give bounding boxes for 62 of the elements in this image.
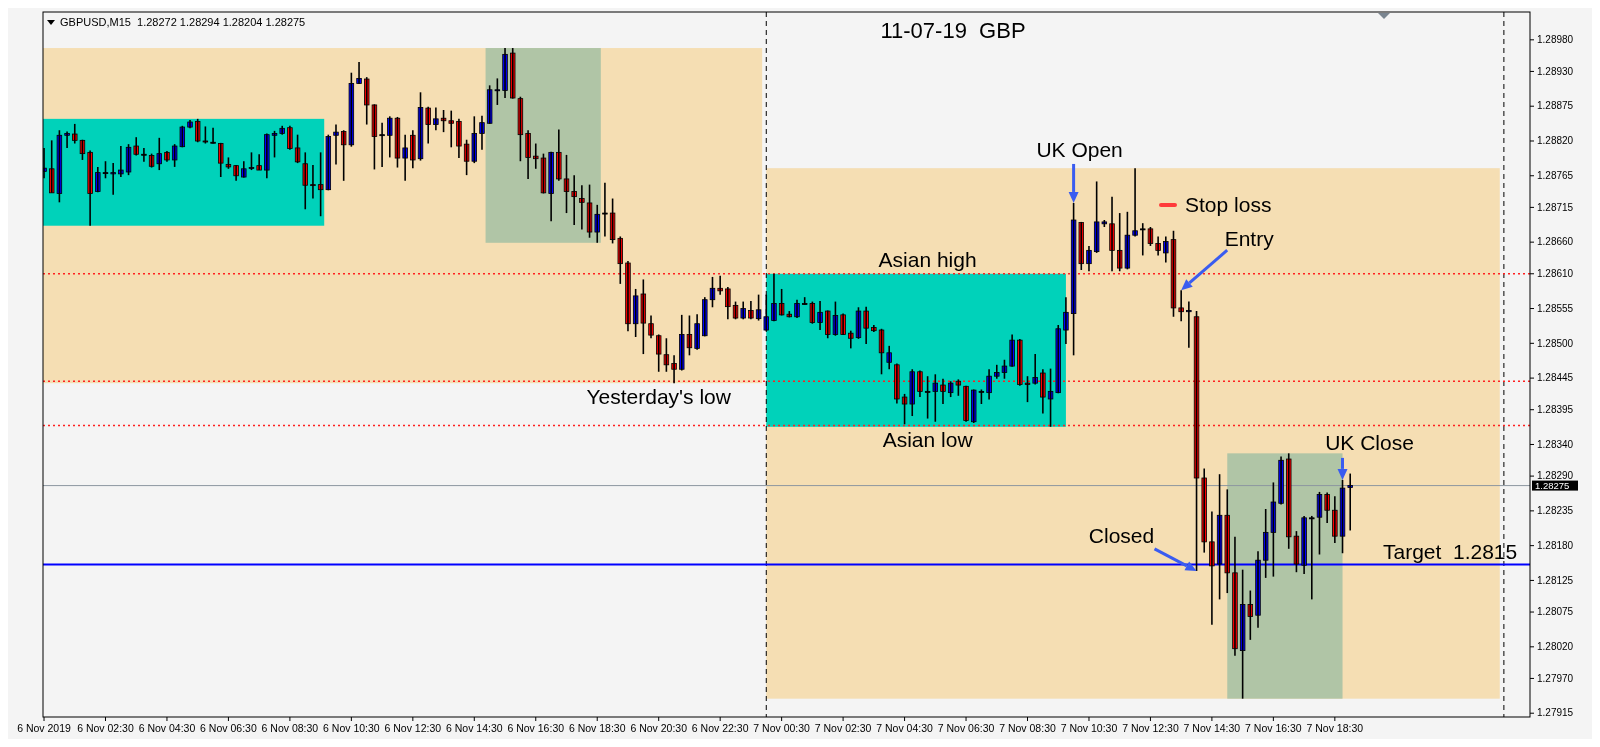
x-tick-label: 6 Nov 08:30 (261, 722, 319, 734)
annotation: Stop loss (1185, 193, 1272, 217)
x-tick-label: 6 Nov 2019 (17, 722, 72, 734)
y-tick-label: 1.28395 (1537, 403, 1574, 415)
y-tick-label: 1.28715 (1537, 201, 1574, 213)
annotation: Target 1.2815 (1382, 539, 1518, 563)
y-tick-label: 1.28290 (1537, 470, 1574, 482)
x-tick-label: 6 Nov 22:30 (691, 722, 749, 734)
annotation: Closed (1088, 524, 1155, 548)
y-tick-label: 1.28820 (1537, 135, 1574, 147)
y-tick-label: 1.28980 (1537, 34, 1574, 46)
y-tick-label: 1.28765 (1537, 169, 1574, 181)
x-tick-label: 6 Nov 06:30 (200, 722, 257, 734)
y-tick-label: 1.28660 (1537, 236, 1574, 248)
x-tick-label: 7 Nov 04:30 (876, 722, 934, 734)
y-tick-label: 1.28555 (1537, 302, 1574, 314)
y-tick-label: 1.28445 (1537, 372, 1574, 384)
y-tick-label: 1.28235 (1537, 505, 1574, 517)
x-tick-label: 6 Nov 04:30 (138, 722, 196, 734)
annotation: UK Open (1036, 138, 1123, 162)
x-tick-label: 6 Nov 02:30 (77, 722, 134, 734)
y-tick-label: 1.27915 (1537, 707, 1574, 719)
candlestick (333, 123, 339, 166)
y-tick-label: 1.28075 (1537, 606, 1574, 618)
x-tick-label: 7 Nov 02:30 (814, 722, 872, 734)
annotation: UK Close (1325, 431, 1414, 455)
x-tick-label: 6 Nov 12:30 (384, 722, 442, 734)
x-tick-label: 6 Nov 18:30 (568, 722, 626, 734)
x-tick-label: 6 Nov 10:30 (323, 722, 380, 734)
candlestick (256, 153, 262, 171)
candlestick (187, 119, 193, 130)
y-tick-label: 1.28020 (1537, 641, 1574, 653)
x-tick-label: 7 Nov 00:30 (753, 722, 811, 734)
annotation: Yesterday's low (586, 384, 732, 408)
chart-subtitle: GBPUSD,M15 1.28272 1.28294 1.28204 1.28275 (60, 16, 306, 28)
candlestick (294, 133, 301, 164)
y-tick-label: 1.28180 (1537, 539, 1574, 551)
x-tick-label: 7 Nov 12:30 (1122, 722, 1179, 734)
x-tick-label: 6 Nov 16:30 (507, 722, 565, 734)
x-tick-label: 7 Nov 18:30 (1306, 722, 1364, 734)
chart-title: 11-07-19 GBP (880, 18, 1026, 43)
y-tick-label: 1.28500 (1537, 337, 1574, 349)
y-tick-label: 1.28875 (1537, 100, 1574, 112)
x-tick-label: 7 Nov 08:30 (999, 722, 1056, 734)
y-tick-label: 1.28930 (1537, 65, 1574, 77)
annotation: Asian low (882, 427, 974, 451)
x-tick-label: 7 Nov 10:30 (1060, 722, 1118, 734)
y-tick-label: 1.28125 (1537, 574, 1574, 586)
x-tick-label: 6 Nov 20:30 (630, 722, 688, 734)
x-tick-label: 7 Nov 06:30 (937, 722, 995, 734)
candlestick (110, 162, 116, 196)
y-tick-label: 1.28610 (1537, 267, 1574, 279)
x-tick-label: 7 Nov 14:30 (1183, 722, 1241, 734)
y-tick-label: 1.27970 (1537, 672, 1574, 684)
candlestick (602, 181, 608, 238)
annotation: Asian high (878, 248, 977, 272)
annotation: Entry (1224, 226, 1275, 250)
candlestick (118, 145, 124, 178)
x-tick-label: 7 Nov 16:30 (1245, 722, 1302, 734)
y-tick-label: 1.28340 (1537, 438, 1574, 450)
x-tick-label: 6 Nov 14:30 (445, 722, 503, 734)
ref-line-label: 1.28275 (1535, 479, 1570, 491)
